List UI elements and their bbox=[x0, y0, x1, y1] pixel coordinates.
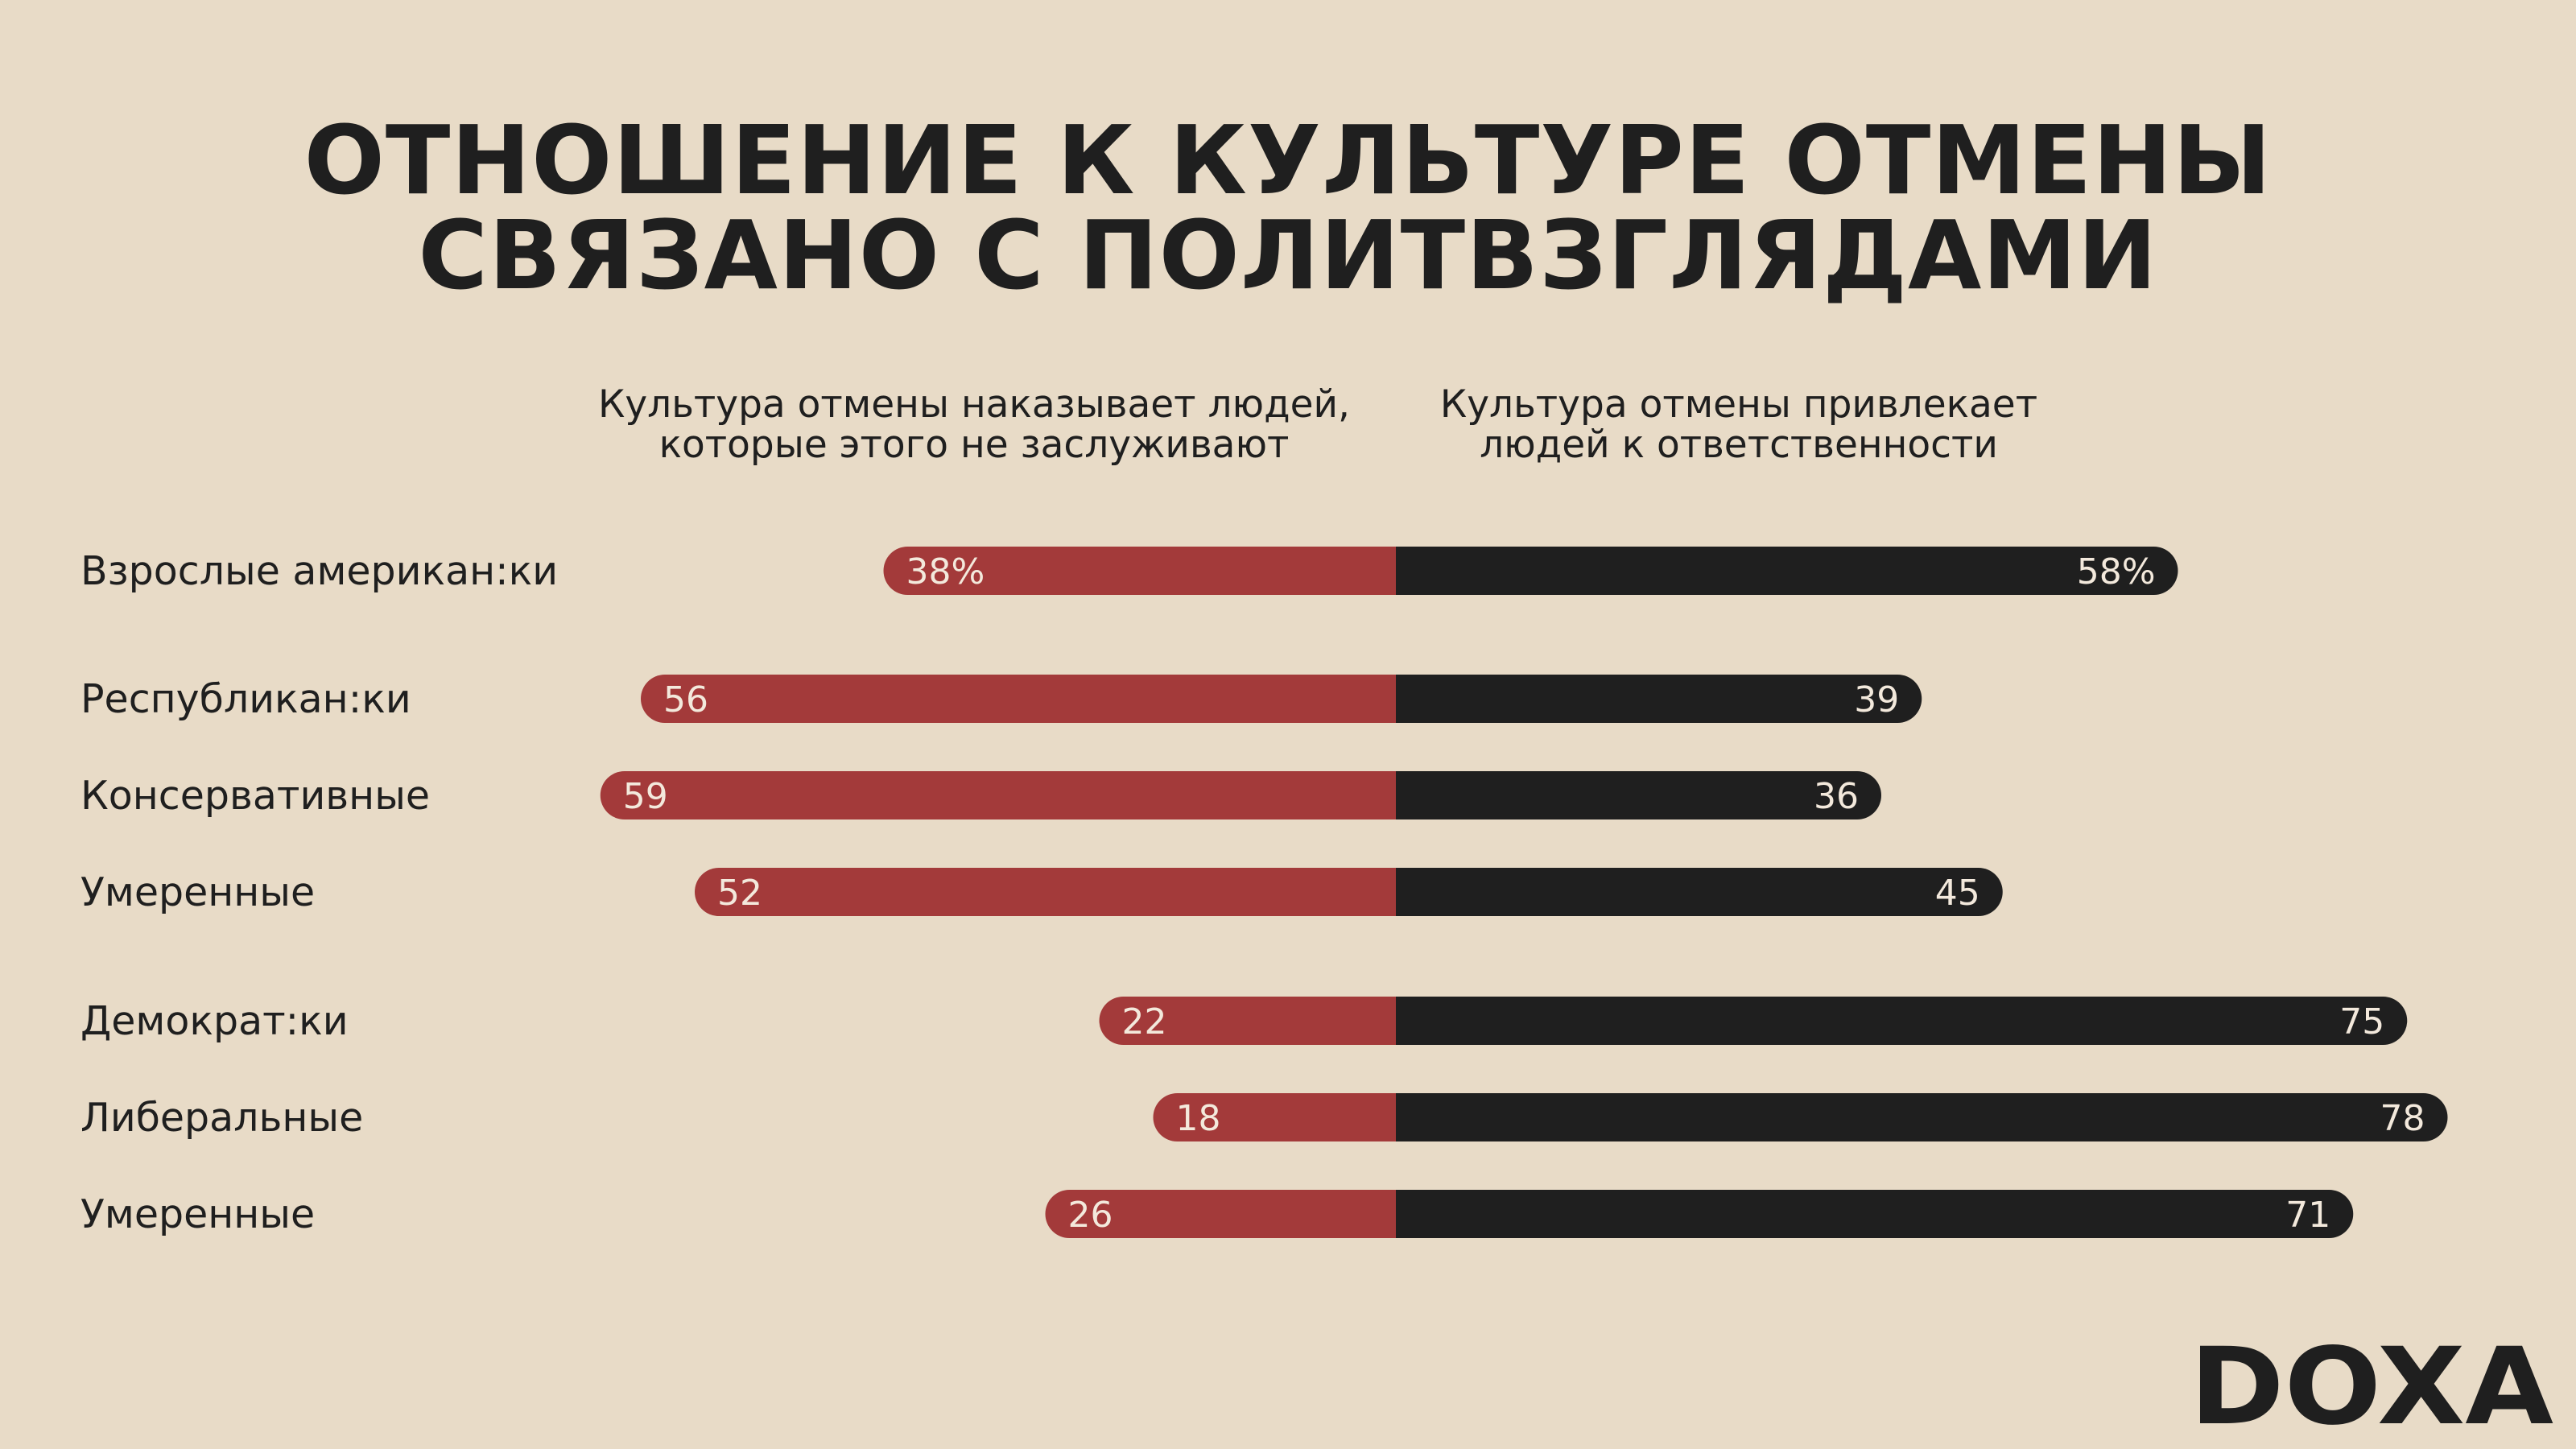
left-bar bbox=[600, 771, 1396, 819]
chart-title: ОТНОШЕНИЕ К КУЛЬТУРЕ ОТМЕНЫ СВЯЗАНО С ПО… bbox=[0, 113, 2576, 303]
left-bar-value-label: 38% bbox=[906, 551, 985, 592]
category-label: Демократ:ки bbox=[80, 998, 349, 1044]
right-bar bbox=[1396, 1190, 2354, 1238]
doxa-logo: DOXA bbox=[2190, 1330, 2553, 1435]
right-column-header-line-2: людей к ответственности bbox=[1480, 423, 1998, 467]
right-bar bbox=[1396, 547, 2178, 595]
right-bar-value-label: 75 bbox=[2339, 1001, 2384, 1042]
right-bar bbox=[1396, 771, 1881, 819]
category-label: Умеренные bbox=[80, 869, 315, 915]
right-bar bbox=[1396, 675, 1922, 723]
left-bar-value-label: 22 bbox=[1122, 1001, 1167, 1042]
left-column-header-line-2: которые этого не заслуживают bbox=[658, 423, 1290, 467]
category-label: Умеренные bbox=[80, 1191, 315, 1237]
category-label: Взрослые американ:ки bbox=[80, 548, 558, 594]
chart-title-line-2: СВЯЗАНО С ПОЛИТВЗГЛЯДАМИ bbox=[418, 200, 2158, 311]
category-label: Республикан:ки bbox=[80, 676, 411, 722]
right-bar-value-label: 58% bbox=[2077, 551, 2156, 592]
right-bar-value-label: 36 bbox=[1814, 776, 1859, 817]
right-bar bbox=[1396, 997, 2408, 1045]
category-label: Консервативные bbox=[80, 773, 430, 819]
left-bar bbox=[641, 675, 1396, 723]
right-bar bbox=[1396, 1093, 2448, 1141]
right-bar-value-label: 71 bbox=[2285, 1195, 2330, 1236]
left-bar bbox=[695, 868, 1396, 916]
left-bar-value-label: 26 bbox=[1068, 1195, 1113, 1236]
left-bar bbox=[1153, 1093, 1396, 1141]
doxa-logo-text: DOXA bbox=[2190, 1330, 2553, 1435]
left-column-header-line-1: Культура отмены наказывает людей, bbox=[597, 382, 1351, 427]
chart-title-line-1: ОТНОШЕНИЕ К КУЛЬТУРЕ ОТМЕНЫ bbox=[303, 105, 2273, 216]
left-bar-value-label: 59 bbox=[623, 776, 668, 817]
right-bar-value-label: 78 bbox=[2380, 1098, 2425, 1139]
right-bar-value-label: 45 bbox=[1935, 873, 1980, 914]
right-bar bbox=[1396, 868, 2003, 916]
left-bar bbox=[883, 547, 1396, 595]
left-bar-value-label: 18 bbox=[1176, 1098, 1221, 1139]
left-column-header: Культура отмены наказывает людей, которы… bbox=[555, 385, 1393, 465]
right-column-header-line-1: Культура отмены привлекает bbox=[1439, 382, 2038, 427]
left-bar bbox=[1099, 997, 1396, 1045]
right-column-header: Культура отмены привлекает людей к ответ… bbox=[1393, 385, 2085, 465]
right-bar-value-label: 39 bbox=[1854, 679, 1899, 720]
left-bar-value-label: 52 bbox=[717, 873, 762, 914]
left-bar-value-label: 56 bbox=[663, 679, 708, 720]
left-bar bbox=[1045, 1190, 1396, 1238]
category-label: Либеральные bbox=[80, 1095, 363, 1141]
